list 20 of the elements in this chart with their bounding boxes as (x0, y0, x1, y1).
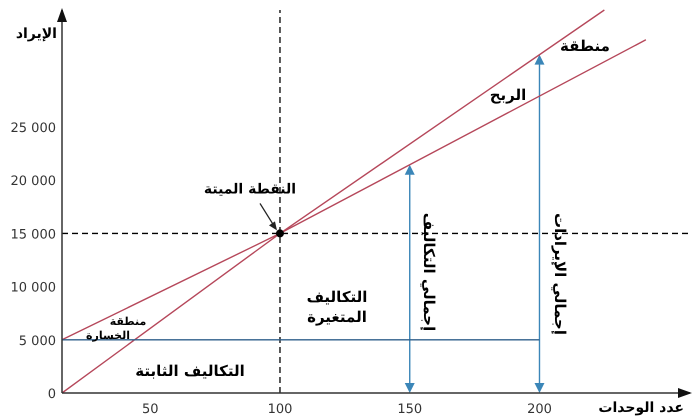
y-tick-label: 20 000 (10, 174, 56, 190)
x-tick-label: 100 (268, 402, 292, 417)
y-tick-label: 15 000 (10, 227, 56, 242)
y-tick-label: 10 000 (10, 280, 56, 296)
y-axis-title: الإيراد (16, 26, 57, 42)
annotation: إجمالي التكاليف (420, 212, 438, 332)
x-tick-label: 50 (142, 402, 159, 417)
annotation: منطقة (560, 37, 610, 55)
annotation: النقطة الميتة (204, 181, 296, 198)
x-axis-title: عدد الوحدات (598, 400, 684, 416)
x-tick-label: 200 (527, 402, 552, 417)
annotation: التكاليف المتغيرة (306, 288, 368, 326)
x-tick-label: 150 (397, 402, 422, 417)
y-tick-label: 0 (48, 387, 56, 402)
annotation: منطقة الخسارة (86, 315, 146, 342)
annotation: الربح (490, 86, 526, 104)
y-tick-label: 25 000 (10, 121, 56, 136)
y-tick-label: 5 000 (18, 334, 56, 349)
annotation: التكاليف الثابتة (135, 362, 245, 380)
annotation: إجمالي الإيرادات (551, 213, 569, 335)
